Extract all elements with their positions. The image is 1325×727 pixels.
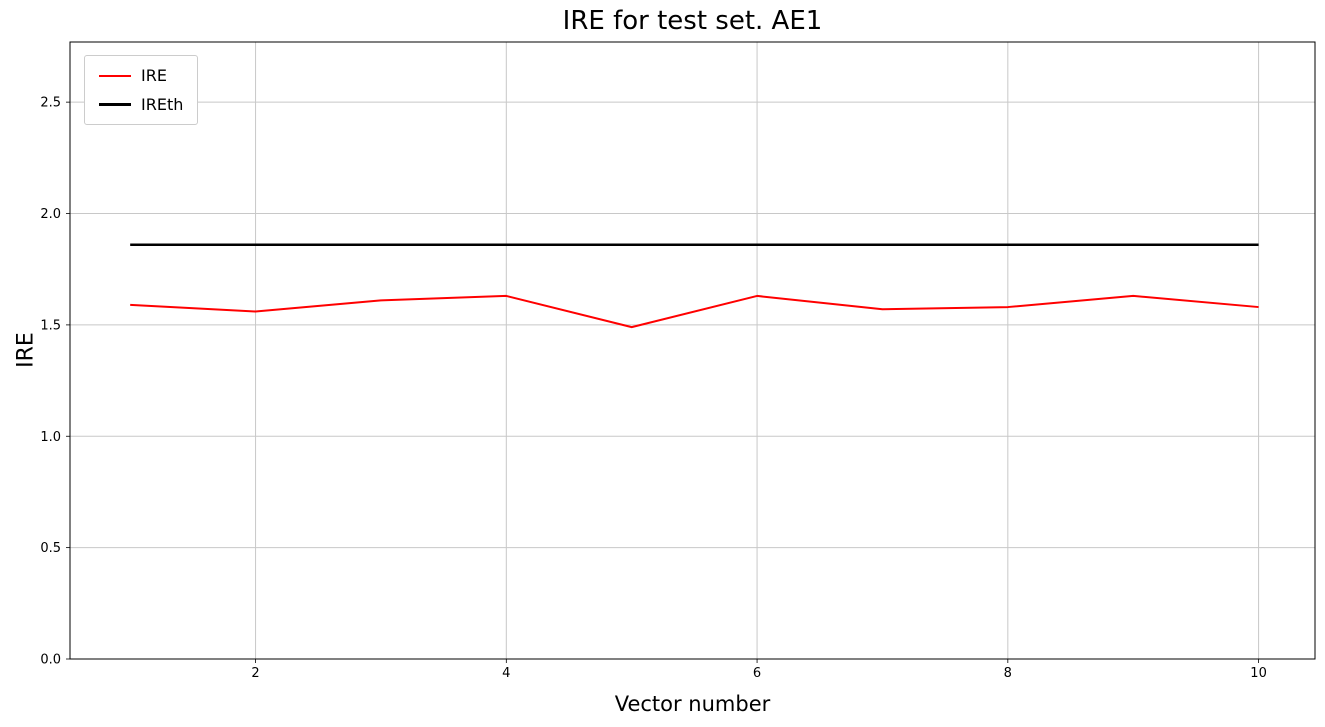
- x-tick-label: 4: [502, 666, 510, 681]
- ireth-line-swatch: [99, 103, 131, 106]
- x-tick-label: 8: [1004, 666, 1012, 681]
- y-tick-label: 1.0: [40, 430, 61, 445]
- y-tick-label: 1.5: [40, 318, 61, 333]
- y-tick-label: 2.0: [40, 207, 61, 222]
- x-tick-label: 10: [1250, 666, 1267, 681]
- y-tick-label: 2.5: [40, 96, 61, 111]
- ire-line-swatch: [99, 74, 131, 77]
- x-tick-label: 2: [251, 666, 259, 681]
- legend: IRE IREth: [84, 55, 199, 125]
- legend-label-ireth: IREth: [141, 95, 184, 114]
- tick-labels: 2 4 6 8 10 0.0 0.5 1.0 1.5 2.0 2.5: [40, 96, 1267, 681]
- chart-title: IRE for test set. AE1: [562, 6, 823, 36]
- gridlines: [70, 42, 1315, 660]
- plot-root: 2 4 6 8 10 0.0 0.5 1.0 1.5 2.0 2.5: [40, 41, 1316, 681]
- tick-marks: [66, 101, 1259, 663]
- legend-label-ire: IRE: [141, 66, 167, 85]
- legend-item-ireth: IREth: [99, 95, 183, 114]
- plot-border: [69, 41, 1316, 660]
- y-tick-label: 0.5: [40, 541, 61, 556]
- x-axis-label: Vector number: [614, 692, 771, 716]
- line-series-ire: [130, 294, 1259, 329]
- x-tick-label: 6: [753, 666, 761, 681]
- y-tick-label: 0.0: [40, 653, 61, 668]
- legend-item-ire: IRE: [99, 66, 183, 85]
